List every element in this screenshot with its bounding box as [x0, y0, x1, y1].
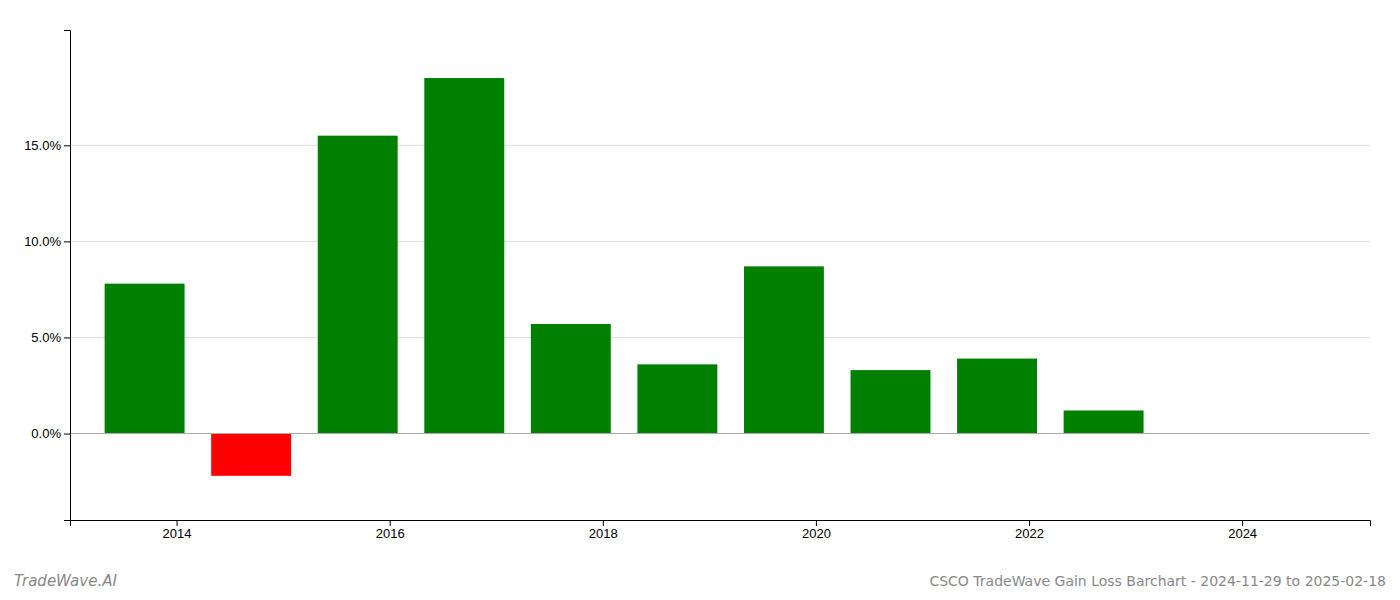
y-tick-mark — [64, 145, 70, 146]
x-tick-mark — [603, 520, 604, 526]
x-tick: 2018 — [589, 520, 618, 541]
x-tick-label: 2016 — [376, 526, 405, 541]
bar — [637, 364, 717, 433]
zero-line — [70, 433, 1370, 434]
x-tick: 2014 — [163, 520, 192, 541]
x-tick-label: 2018 — [589, 526, 618, 541]
bar — [211, 434, 291, 476]
y-tick-mark — [64, 434, 70, 435]
grid-line — [70, 241, 1370, 242]
y-tick: 15.0% — [24, 138, 70, 153]
x-tick-mark — [1242, 520, 1243, 526]
x-tick: 2020 — [802, 520, 831, 541]
y-axis-line — [64, 31, 71, 521]
bar — [531, 324, 611, 434]
x-tick: 2024 — [1228, 520, 1257, 541]
grid-line — [70, 337, 1370, 338]
grid-line — [70, 145, 1370, 146]
x-axis: 2014 2016 2018 2020 2022 2024 — [71, 520, 1371, 541]
x-tick-label: 2024 — [1228, 526, 1257, 541]
x-tick-mark — [1029, 520, 1030, 526]
x-tick-mark — [177, 520, 178, 526]
plot: 0.0%5.0%10.0%15.0%2014201620182020202220… — [24, 31, 1370, 542]
watermark: TradeWave.AI — [14, 572, 117, 590]
bar — [318, 136, 398, 434]
y-tick-label: 10.0% — [24, 234, 61, 249]
x-tick-label: 2014 — [163, 526, 192, 541]
y-tick: 5.0% — [31, 330, 70, 345]
y-tick-mark — [64, 241, 70, 242]
bars — [105, 78, 1144, 476]
chart: 0.0%5.0%10.0%15.0%2014201620182020202220… — [0, 0, 1400, 600]
x-axis-line — [71, 521, 1371, 527]
bar — [424, 78, 504, 433]
x-tick-mark — [390, 520, 391, 526]
x-tick-label: 2020 — [802, 526, 831, 541]
bar — [851, 370, 931, 433]
y-tick-label: 5.0% — [31, 330, 61, 345]
y-tick-mark — [64, 337, 70, 338]
x-tick: 2016 — [376, 520, 405, 541]
y-tick-label: 15.0% — [24, 138, 61, 153]
x-tick-mark — [816, 520, 817, 526]
bar — [1064, 410, 1144, 433]
bar — [105, 284, 185, 434]
y-tick-label: 0.0% — [31, 426, 61, 441]
y-axis: 0.0% 5.0% 10.0% 15.0% — [24, 31, 70, 521]
bar — [957, 359, 1037, 434]
grid — [70, 145, 1370, 433]
x-tick: 2022 — [1015, 520, 1044, 541]
y-tick: 10.0% — [24, 234, 70, 249]
x-tick-label: 2022 — [1015, 526, 1044, 541]
grid-line — [70, 433, 1370, 434]
bar — [744, 266, 824, 433]
title: CSCO TradeWave Gain Loss Barchart - 2024… — [929, 573, 1386, 589]
y-tick: 0.0% — [31, 426, 70, 441]
